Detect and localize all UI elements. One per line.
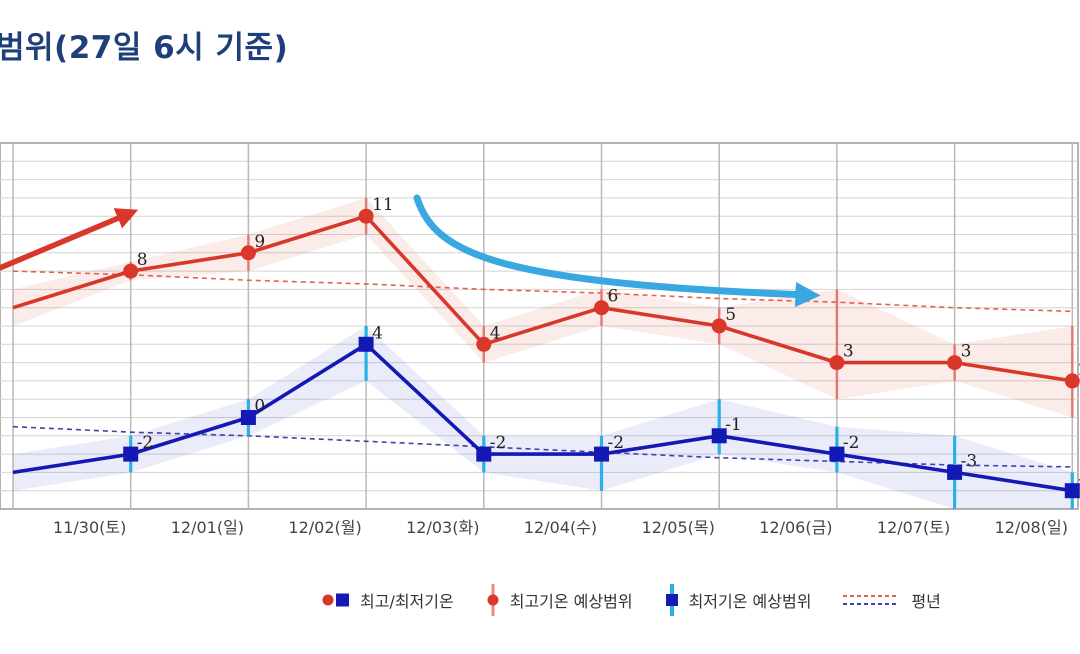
data-point [123, 446, 139, 462]
data-label: 4 [372, 323, 383, 343]
data-label: 3 [843, 342, 854, 362]
range-bands [13, 197, 1073, 509]
legend-label: 평년 [911, 592, 941, 611]
x-tick-labels: 11/30(토) 12/01(일) 12/02(월) 12/03(화) 12/04(수)… [53, 518, 1068, 537]
range-band [13, 197, 1073, 418]
legend-marker-icon [322, 593, 349, 607]
series-markers [123, 208, 1080, 499]
x-tick-label: 12/08(일) [995, 518, 1068, 537]
data-point [947, 464, 963, 480]
data-point [829, 355, 845, 371]
series-line [12, 342, 1073, 493]
data-point [476, 446, 492, 462]
data-point [711, 428, 727, 444]
legend-label: 최저기온 예상범위 [688, 592, 812, 611]
range-band [13, 326, 1073, 509]
data-labels: 8 9 11 4 6 5 3 3 2 -2 0 4 -2 -2 -1 -2 -3 -4 [137, 195, 1080, 490]
data-point [711, 318, 727, 334]
data-point [594, 300, 609, 316]
legend-red-range-icon [487, 584, 499, 616]
data-point [240, 245, 256, 261]
legend-item-normal: 평년 [841, 588, 941, 612]
legend-label: 최고/최저기온 [360, 592, 454, 611]
x-tick-label: 12/01(일) [171, 518, 244, 537]
legend-item-markers: 최고/최저기온 [320, 588, 454, 612]
data-label: 2 [1078, 360, 1080, 380]
x-tick-label: 12/07(토) [877, 518, 950, 537]
data-label: -2 [843, 433, 860, 453]
x-tick-label: 12/02(월) [288, 518, 361, 537]
data-label: 6 [608, 287, 619, 307]
data-point [123, 263, 139, 279]
data-label: 3 [961, 342, 972, 362]
data-point [358, 336, 374, 352]
data-label: 0 [254, 397, 265, 417]
legend: 최고/최저기온 최고기온 예상범위 최저기온 예상범위 평년 [320, 582, 941, 618]
data-point [594, 446, 609, 462]
x-tick-label: 12/05(목) [642, 518, 715, 537]
data-label: 8 [137, 250, 148, 270]
trend-arrow-down [413, 194, 821, 308]
data-point [476, 336, 492, 352]
data-point [1064, 373, 1080, 389]
legend-item-red-range: 최고기온 예상범위 [484, 582, 633, 618]
trend-arrow-up [0, 208, 139, 271]
normal-line [12, 270, 1073, 313]
data-point [240, 410, 256, 425]
series-line [12, 214, 1073, 383]
data-label: 4 [490, 323, 501, 343]
x-tick-label: 12/03(화) [406, 518, 479, 537]
x-tick-label: 12/06(금) [759, 518, 832, 537]
data-label: 5 [725, 305, 736, 325]
series-lines [12, 214, 1073, 493]
data-label: 9 [254, 232, 265, 252]
data-label: -1 [725, 415, 742, 435]
data-label: -2 [137, 433, 154, 453]
data-point [1064, 483, 1080, 499]
legend-normal-icon [843, 595, 900, 605]
legend-item-blue-range: 최저기온 예상범위 [663, 582, 812, 618]
legend-label: 최고기온 예상범위 [509, 592, 633, 611]
x-tick-label: 11/30(토) [53, 518, 126, 537]
legend-blue-range-icon [665, 584, 678, 616]
data-label: 11 [372, 195, 394, 215]
data-label: -2 [490, 433, 507, 453]
chart-title: 범위(27일 6시 기준) [0, 30, 289, 66]
data-label: -3 [961, 451, 978, 471]
data-label: -2 [608, 433, 625, 453]
data-label: -4 [1078, 470, 1080, 490]
data-point [829, 446, 845, 462]
x-tick-label: 12/04(수) [524, 518, 597, 537]
data-point [947, 355, 963, 371]
data-point [358, 208, 374, 224]
annotations [0, 194, 821, 308]
